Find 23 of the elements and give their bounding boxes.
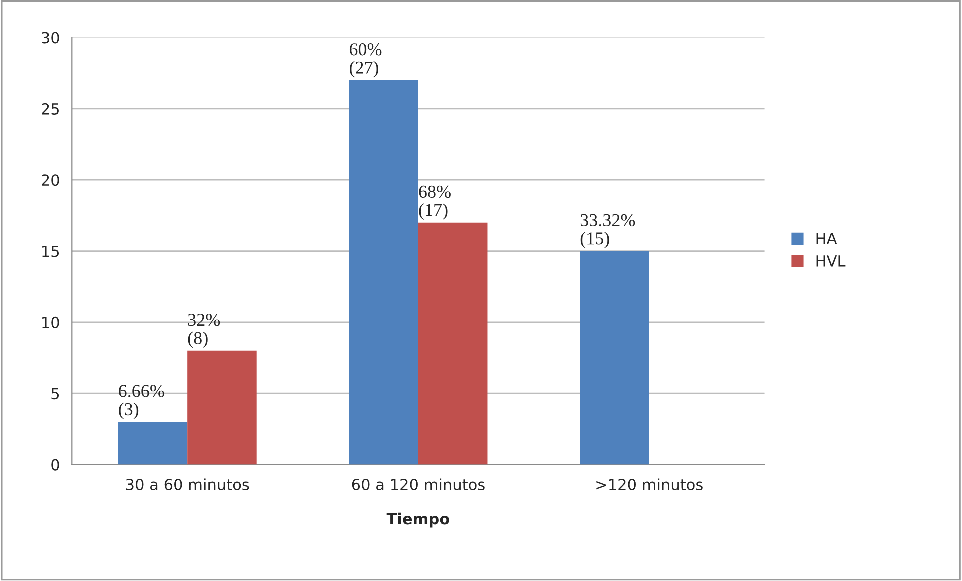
bar: [118, 422, 188, 465]
y-tick-label: 10: [42, 316, 60, 328]
data-label: 6.66% (3): [119, 385, 164, 420]
y-tick-label: 5: [52, 388, 60, 400]
y-tick-label: 0: [52, 459, 60, 471]
y-tick-label: 25: [42, 103, 60, 115]
bar: [418, 222, 488, 465]
bar: [188, 350, 257, 465]
x-tick-label: 30 a 60 minutos: [126, 478, 250, 491]
data-label: 60% (27): [350, 44, 382, 78]
y-tick-label: 15: [42, 246, 60, 258]
y-tick-label: 30: [42, 32, 60, 44]
x-tick-label: 60 a 120 minutos: [352, 478, 485, 491]
legend-label: HA: [816, 233, 838, 244]
legend-label: HVL: [816, 256, 846, 267]
x-axis-title: Tiempo: [386, 512, 450, 528]
data-label: 32% (8): [188, 314, 220, 348]
bar: [349, 80, 418, 465]
x-tick-label: >120 minutos: [596, 478, 703, 491]
y-tick-label: 20: [42, 174, 60, 186]
data-label: 68% (17): [419, 186, 451, 220]
data-label: 33.32% (15): [580, 214, 636, 248]
bar: [580, 251, 650, 465]
